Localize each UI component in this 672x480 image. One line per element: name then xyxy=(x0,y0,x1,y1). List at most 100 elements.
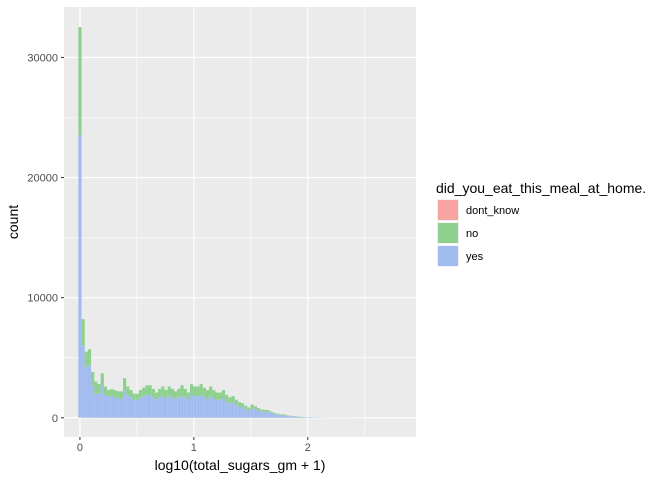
bar-yes xyxy=(279,415,283,418)
x-tick-label: 1 xyxy=(191,442,197,454)
bar-yes xyxy=(151,397,155,418)
bar-no xyxy=(199,384,203,395)
bar-no xyxy=(132,393,136,400)
bar-no xyxy=(231,396,235,403)
bar-no xyxy=(145,385,149,395)
bar-no xyxy=(285,415,289,416)
bar-yes xyxy=(269,412,273,418)
bar-yes xyxy=(225,402,229,418)
bar-yes xyxy=(145,394,149,418)
y-tick-label: 20000 xyxy=(27,173,58,185)
bar-no xyxy=(87,349,92,365)
bar-no xyxy=(228,397,232,404)
bar-no xyxy=(100,373,104,386)
bar-yes xyxy=(288,416,293,418)
bar-yes xyxy=(132,399,136,418)
bar-yes xyxy=(164,398,168,418)
bar-no xyxy=(97,384,101,394)
bar-no xyxy=(215,392,219,400)
bar-yes xyxy=(107,397,111,418)
legend-label-yes: yes xyxy=(466,251,484,263)
bar-no xyxy=(193,386,197,397)
bar-no xyxy=(119,391,124,399)
bar-no xyxy=(288,415,293,417)
bar-no xyxy=(151,388,155,398)
bar-no xyxy=(138,390,143,398)
bar-yes xyxy=(282,415,286,418)
bar-yes xyxy=(199,394,203,418)
bar-no xyxy=(164,390,168,399)
bar-no xyxy=(212,390,216,399)
bar-no xyxy=(205,390,210,399)
bar-yes xyxy=(84,367,88,418)
bar-no xyxy=(250,404,254,409)
bar-yes xyxy=(174,398,178,418)
bar-no xyxy=(84,351,88,368)
bar-no xyxy=(237,402,242,407)
legend-swatch-yes xyxy=(438,246,458,266)
bar-yes xyxy=(205,398,210,418)
bar-yes xyxy=(126,394,130,418)
bar-no xyxy=(189,384,194,395)
bar-yes xyxy=(167,396,171,418)
bar-yes xyxy=(221,398,226,418)
bar-yes xyxy=(103,394,108,418)
bar-no xyxy=(174,391,178,399)
bar-yes xyxy=(97,393,101,418)
bar-yes xyxy=(202,397,206,418)
bar-no xyxy=(225,394,229,403)
bar-no xyxy=(218,392,222,400)
legend-swatch-no xyxy=(438,223,458,243)
bar-yes xyxy=(91,385,95,418)
bar-yes xyxy=(100,385,104,418)
bar-yes xyxy=(119,398,124,418)
legend-label-dont_know: dont_know xyxy=(466,205,519,217)
bar-yes xyxy=(81,345,85,418)
y-tick-label: 0 xyxy=(52,413,58,425)
bar-yes xyxy=(113,397,117,418)
y-axis-title: count xyxy=(5,205,21,239)
bar-no xyxy=(148,385,152,395)
bar-no xyxy=(81,319,85,346)
bar-yes xyxy=(260,411,264,418)
bar-no xyxy=(180,385,184,397)
bar-no xyxy=(202,387,206,398)
histogram-bars xyxy=(78,27,366,418)
bar-yes xyxy=(285,415,289,418)
bar-yes xyxy=(228,403,232,418)
bar-yes xyxy=(110,396,114,418)
bar-no xyxy=(91,372,95,386)
bar-no xyxy=(266,410,270,412)
bar-yes xyxy=(266,411,270,418)
bar-no xyxy=(269,411,273,413)
bar-yes xyxy=(142,396,146,418)
bar-no xyxy=(154,392,159,400)
bar-no xyxy=(247,407,251,411)
bar-no xyxy=(161,386,165,397)
bar-yes xyxy=(123,390,127,418)
bar-no xyxy=(107,390,111,398)
bar-yes xyxy=(129,397,133,418)
bar-no xyxy=(78,27,82,136)
legend-swatch-dont_know xyxy=(438,200,458,220)
bar-yes xyxy=(189,394,194,418)
legend-label-no: no xyxy=(466,228,478,240)
bar-yes xyxy=(170,397,175,418)
bar-no xyxy=(186,392,190,400)
bar-no xyxy=(263,409,267,412)
bar-yes xyxy=(292,416,296,418)
bar-yes xyxy=(138,397,143,418)
bar-yes xyxy=(244,409,248,418)
bar-no xyxy=(241,403,245,407)
bar-no xyxy=(282,414,286,416)
bar-yes xyxy=(218,399,222,418)
bar-no xyxy=(234,399,238,405)
bar-yes xyxy=(116,398,120,418)
bar-yes xyxy=(209,396,213,418)
bar-no xyxy=(260,409,264,412)
bar-yes xyxy=(161,396,165,418)
bar-no xyxy=(126,386,130,395)
bar-yes xyxy=(272,414,277,418)
